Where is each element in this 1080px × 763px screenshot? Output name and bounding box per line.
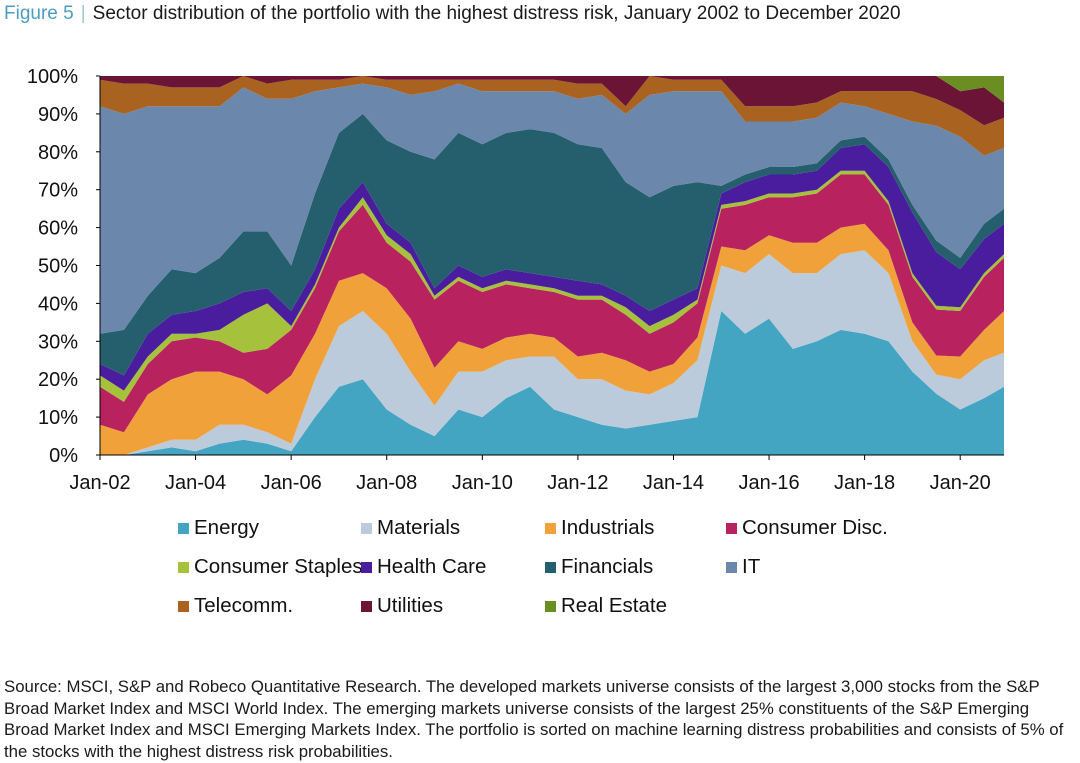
figure-title: Sector distribution of the portfolio wit… bbox=[92, 3, 901, 24]
x-tick-label: Jan-14 bbox=[643, 472, 704, 494]
area-industrials bbox=[100, 223, 1004, 455]
legend-item-real-estate: Real Estate bbox=[545, 594, 667, 618]
y-tick-label: 20% bbox=[38, 369, 78, 391]
legend-label: Financials bbox=[561, 555, 654, 578]
legend-label: Energy bbox=[194, 516, 259, 539]
figure-separator: | bbox=[80, 3, 86, 24]
x-tick-label: Jan-02 bbox=[69, 472, 130, 494]
legend-label: Health Care bbox=[377, 555, 487, 578]
legend-swatch bbox=[178, 600, 189, 612]
legend-swatch bbox=[178, 561, 189, 573]
x-tick-label: Jan-06 bbox=[261, 472, 322, 494]
figure-label: Figure 5 bbox=[4, 3, 74, 24]
legend-swatch bbox=[726, 561, 737, 573]
y-tick-label: 40% bbox=[38, 293, 78, 315]
x-tick-label: Jan-20 bbox=[930, 472, 991, 494]
y-tick-label: 80% bbox=[38, 142, 78, 164]
legend-item-materials: Materials bbox=[361, 516, 460, 540]
legend-swatch bbox=[361, 522, 372, 534]
source-note: Source: MSCI, S&P and Robeco Quantitativ… bbox=[4, 677, 1064, 761]
legend-item-consumer-disc: Consumer Disc. bbox=[726, 516, 888, 540]
legend-label: Materials bbox=[377, 516, 461, 539]
legend-item-health-care: Health Care bbox=[361, 555, 486, 579]
area-layer bbox=[100, 76, 1004, 455]
legend-item-financials: Financials bbox=[545, 555, 653, 579]
x-tick-label: Jan-08 bbox=[356, 472, 417, 494]
legend-label: Industrials bbox=[561, 516, 655, 539]
legend-item-energy: Energy bbox=[178, 516, 259, 540]
legend-item-it: IT bbox=[726, 555, 760, 579]
figure-header: Figure 5 | Sector distribution of the port… bbox=[4, 3, 901, 25]
legend-swatch bbox=[545, 600, 556, 612]
y-tick-label: 10% bbox=[38, 407, 78, 429]
legend-item-telecomm: Telecomm. bbox=[178, 594, 293, 618]
legend-swatch bbox=[178, 522, 189, 534]
legend-item-industrials: Industrials bbox=[545, 516, 654, 540]
area-energy bbox=[100, 311, 1004, 455]
legend-label: Telecomm. bbox=[194, 594, 294, 617]
y-tick-label: 70% bbox=[38, 180, 78, 202]
y-tick-label: 90% bbox=[38, 104, 78, 126]
y-tick-label: 100% bbox=[27, 66, 78, 88]
area-it bbox=[100, 83, 1004, 334]
legend-swatch bbox=[545, 522, 556, 534]
x-tick-label: Jan-16 bbox=[738, 472, 799, 494]
x-tick-label: Jan-18 bbox=[834, 472, 895, 494]
legend-swatch bbox=[361, 600, 372, 612]
x-tick-label: Jan-04 bbox=[165, 472, 226, 494]
stacked-area-chart: 0% 10% 20% 30% 40% 50% 60% 70% 80% 90% 100% Jan-02 J… bbox=[27, 66, 1004, 494]
legend-swatch bbox=[361, 561, 372, 573]
area-utilities bbox=[100, 76, 1004, 126]
axis-layer: 0% 10% 20% 30% 40% 50% 60% 70% 80% 90% 100% Jan-02 J… bbox=[27, 66, 1004, 494]
legend-swatch bbox=[545, 561, 556, 573]
y-tick-label: 60% bbox=[38, 218, 78, 240]
x-tick-label: Jan-12 bbox=[547, 472, 608, 494]
legend-label: IT bbox=[742, 555, 761, 578]
legend-label: Utilities bbox=[377, 594, 444, 617]
legend-label: Real Estate bbox=[561, 594, 667, 617]
area-materials bbox=[100, 250, 1004, 455]
y-tick-label: 0% bbox=[49, 445, 78, 467]
y-tick-label: 30% bbox=[38, 331, 78, 353]
legend-label: Consumer Disc. bbox=[742, 516, 888, 539]
area-consumer-disc bbox=[100, 174, 1004, 433]
legend-swatch bbox=[726, 522, 737, 534]
legend-item-utilities: Utilities bbox=[361, 594, 443, 618]
legend-label: Consumer Staples bbox=[194, 555, 363, 578]
y-tick-label: 50% bbox=[38, 256, 78, 278]
legend-item-consumer-staples: Consumer Staples bbox=[178, 555, 363, 579]
x-tick-label: Jan-10 bbox=[452, 472, 513, 494]
area-financials bbox=[100, 113, 1004, 376]
